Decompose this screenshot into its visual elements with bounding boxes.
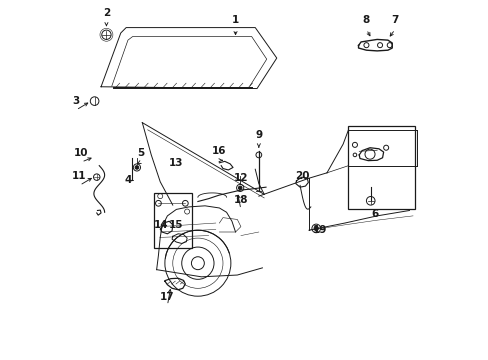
Text: 2: 2 <box>102 8 110 18</box>
Circle shape <box>238 186 242 190</box>
Text: 7: 7 <box>390 15 398 26</box>
Text: 17: 17 <box>160 292 174 302</box>
Text: 19: 19 <box>312 225 326 235</box>
Circle shape <box>135 166 139 169</box>
Circle shape <box>313 226 318 230</box>
Text: 11: 11 <box>72 171 86 181</box>
Text: 4: 4 <box>124 175 131 185</box>
Text: 18: 18 <box>233 195 247 206</box>
Text: 16: 16 <box>212 146 226 156</box>
Text: 9: 9 <box>255 130 262 140</box>
Text: 8: 8 <box>362 15 369 26</box>
Text: 5: 5 <box>137 148 144 158</box>
Text: 10: 10 <box>74 148 88 158</box>
Text: 3: 3 <box>72 96 80 106</box>
Text: 15: 15 <box>168 220 183 230</box>
Text: 20: 20 <box>294 171 308 181</box>
Text: 1: 1 <box>231 15 239 26</box>
Text: 12: 12 <box>233 173 247 183</box>
Text: 13: 13 <box>169 158 183 168</box>
Text: 6: 6 <box>371 209 378 219</box>
Text: 14: 14 <box>153 220 168 230</box>
